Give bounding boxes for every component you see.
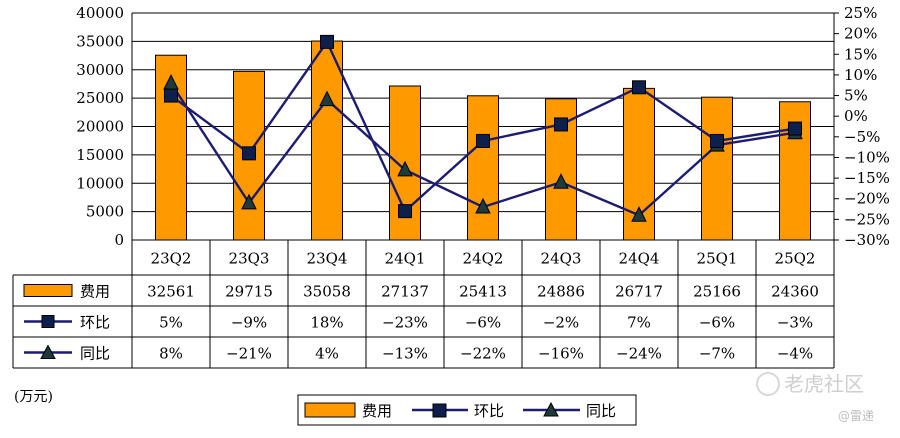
data-label: −9% [231,314,267,332]
data-label: −23% [382,314,428,332]
category-label: 23Q4 [307,250,348,268]
category-label: 23Q3 [229,250,270,268]
bar [312,41,343,240]
data-label: 24360 [771,283,819,301]
data-label: 8% [159,345,183,363]
legend-label: 费用 [362,402,392,420]
data-label: 25166 [693,283,741,301]
legend-label: 环比 [474,402,504,420]
data-label: 32561 [147,283,195,301]
qoq-marker [555,118,568,131]
y-right-tick-label: −30% [844,231,890,249]
qoq-marker [711,134,724,147]
y-left-tick-label: 5000 [86,203,124,221]
y-left-tick-label: 0 [114,231,124,249]
watermark-text: 老虎社区 [784,372,864,396]
data-label: −3% [777,314,813,332]
data-label: 35058 [303,283,351,301]
y-right-tick-label: 5% [844,87,868,105]
unit-label: (万元) [14,389,53,405]
data-label: −13% [382,345,428,363]
data-label: −21% [226,345,272,363]
data-label: 18% [310,314,343,332]
y-left-tick-label: 25000 [76,89,124,107]
y-right-tick-label: −10% [844,148,890,166]
qoq-marker [243,147,256,160]
data-label: −6% [699,314,735,332]
category-label: 23Q2 [151,250,192,268]
y-right-tick-label: −5% [844,128,880,146]
y-left-tick-label: 10000 [76,174,124,192]
row-header: 环比 [80,314,110,332]
data-label: −16% [538,345,584,363]
y-right-tick-label: 10% [844,66,877,84]
y-left-tick-label: 40000 [76,4,124,22]
data-label: −7% [699,345,735,363]
data-label: −6% [465,314,501,332]
data-label: 24886 [537,283,585,301]
data-label: −2% [543,314,579,332]
y-right-tick-label: 20% [844,25,877,43]
qoq-marker [633,81,646,94]
legend-bar-swatch [305,403,355,417]
data-label: 4% [315,345,339,363]
data-label: −4% [777,345,813,363]
legend-label: 同比 [586,402,616,420]
data-label: 5% [159,314,183,332]
data-label: 7% [627,314,651,332]
y-left-tick-label: 15000 [76,146,124,164]
y-right-tick-label: −20% [844,190,890,208]
y-right-tick-label: 15% [844,45,877,63]
legend: 费用 环比 同比 [298,395,636,425]
chart: 40000 35000 30000 25000 20000 15000 10000 5000 0… [0,0,900,438]
category-label: 24Q3 [541,250,582,268]
data-label: 27137 [381,283,429,301]
watermark-subtext: @雷递 [838,409,874,423]
legend-square-marker [433,404,446,417]
y-right-tick-label: −15% [844,169,890,187]
data-label: −22% [460,345,506,363]
qoq-marker [789,122,802,135]
y-right-tick-label: 25% [844,4,877,22]
y-left-tick-label: 30000 [76,61,124,79]
data-table: 23Q2 23Q3 23Q4 24Q1 24Q2 24Q3 24Q4 25Q1 25Q2 3256… [13,240,834,368]
data-label: 25413 [459,283,507,301]
category-label: 24Q1 [385,250,426,268]
data-label: 29715 [225,283,273,301]
bar [702,97,733,240]
data-label: 26717 [615,283,663,301]
row-header: 同比 [80,345,110,363]
y-right-tick-label: 0% [844,107,868,125]
y-left-tick-label: 35000 [76,32,124,50]
y-left-tick-label: 20000 [76,118,124,136]
qoq-marker [399,205,412,218]
row-header: 费用 [80,283,110,301]
category-label: 25Q2 [775,250,816,268]
qoq-marker [477,134,490,147]
watermark: 老虎社区 @雷递 [757,372,874,423]
data-label: −24% [616,345,662,363]
square-marker-key [42,316,54,328]
qoq-marker [321,35,334,48]
bar [468,96,499,240]
watermark-logo-icon [757,373,779,395]
y-right-tick-label: −25% [844,210,890,228]
qoq-marker [165,89,178,102]
category-label: 24Q4 [619,250,660,268]
bar-key [24,285,72,297]
category-label: 24Q2 [463,250,504,268]
category-label: 25Q1 [697,250,738,268]
